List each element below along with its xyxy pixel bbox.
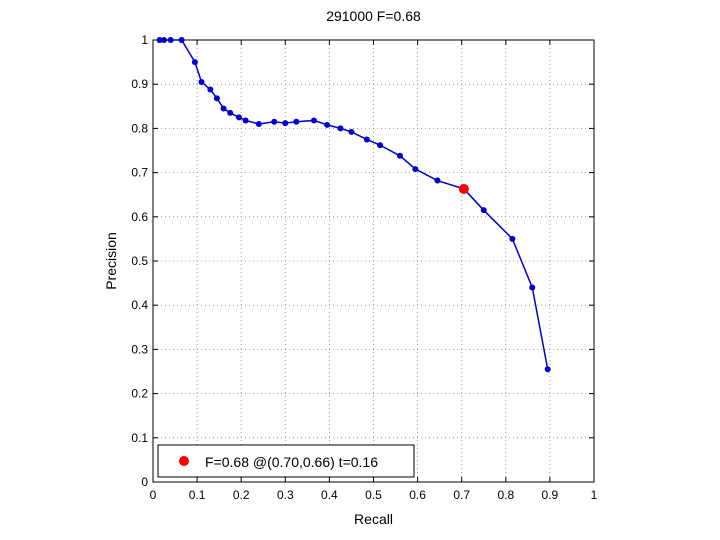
pr-curve-point — [191, 59, 198, 66]
pr-curve-point — [348, 128, 355, 135]
legend-box — [157, 444, 415, 478]
pr-curve-point — [293, 118, 300, 125]
pr-curve-point — [434, 177, 441, 184]
pr-curve-point — [412, 166, 419, 173]
pr-curve-point — [480, 207, 487, 214]
pr-curve-point — [377, 142, 384, 149]
x-tick-label: 0.4 — [321, 488, 338, 502]
grid — [153, 40, 594, 482]
x-tick-label: 0.9 — [542, 488, 559, 502]
pr-curve-point — [220, 105, 227, 112]
pr-curve-point — [207, 86, 214, 93]
best-f-point — [458, 183, 469, 194]
pr-curve-point — [213, 95, 220, 102]
pr-curve-point — [167, 37, 174, 43]
x-tick-label: 1 — [591, 488, 598, 502]
pr-curve-point — [310, 117, 317, 124]
pr-curve-point — [227, 109, 234, 116]
y-tick-label: 0.5 — [131, 254, 148, 268]
x-tick-label: 0.3 — [277, 488, 294, 502]
legend-marker — [179, 456, 189, 466]
pr-curve-point — [255, 120, 262, 127]
y-tick-label: 0.4 — [131, 298, 148, 312]
x-axis-label: Recall — [354, 511, 393, 527]
legend: F=0.68 @(0.70,0.66) t=0.16 — [157, 444, 415, 478]
y-tick-label: 0.1 — [131, 431, 148, 445]
pr-curve-point — [324, 121, 331, 128]
pr-curve-point — [337, 125, 344, 132]
pr-curve-point — [178, 37, 185, 43]
pr-curve-point — [544, 366, 551, 373]
x-tick-label: 0.7 — [453, 488, 470, 502]
y-tick-label: 0.9 — [131, 77, 148, 91]
x-tick-label: 0.5 — [365, 488, 382, 502]
pr-curve-point — [271, 118, 278, 125]
highlight — [458, 183, 469, 194]
x-tick-label: 0.8 — [497, 488, 514, 502]
pr-curve-point — [156, 37, 163, 43]
legend-entry: F=0.68 @(0.70,0.66) t=0.16 — [205, 454, 378, 470]
y-tick-label: 0.3 — [131, 342, 148, 356]
pr-curve-point — [529, 284, 536, 291]
pr-curve-point — [396, 152, 403, 159]
pr-curve-point — [242, 117, 249, 124]
pr-curve-line — [159, 39, 549, 370]
x-tick-label: 0.2 — [233, 488, 250, 502]
y-tick-label: 1 — [141, 33, 148, 47]
pr-curve-point — [198, 78, 205, 85]
pr-curve-point — [509, 235, 516, 242]
x-tick-label: 0.6 — [409, 488, 426, 502]
axis-ticks: 0 0.1 0.2 0.3 0.4 0.5 0.6 0.7 0.8 0.9 1 0 0.1 0.2 0.3 0… — [131, 33, 597, 502]
pr-curve-point — [235, 114, 242, 121]
chart-title: 291000 F=0.68 — [326, 8, 421, 24]
y-tick-label: 0.2 — [131, 387, 148, 401]
y-tick-label: 0 — [141, 475, 148, 489]
y-tick-label: 0.8 — [131, 121, 148, 135]
pr-curve-point — [282, 120, 289, 127]
pr-curve-point — [363, 136, 370, 143]
y-tick-label: 0.7 — [131, 166, 148, 180]
y-tick-label: 0.6 — [131, 210, 148, 224]
x-tick-label: 0.1 — [189, 488, 206, 502]
y-axis-label: Precision — [103, 232, 119, 290]
series — [156, 37, 551, 373]
x-tick-label: 0 — [150, 488, 157, 502]
pr-curve-point — [161, 37, 168, 43]
